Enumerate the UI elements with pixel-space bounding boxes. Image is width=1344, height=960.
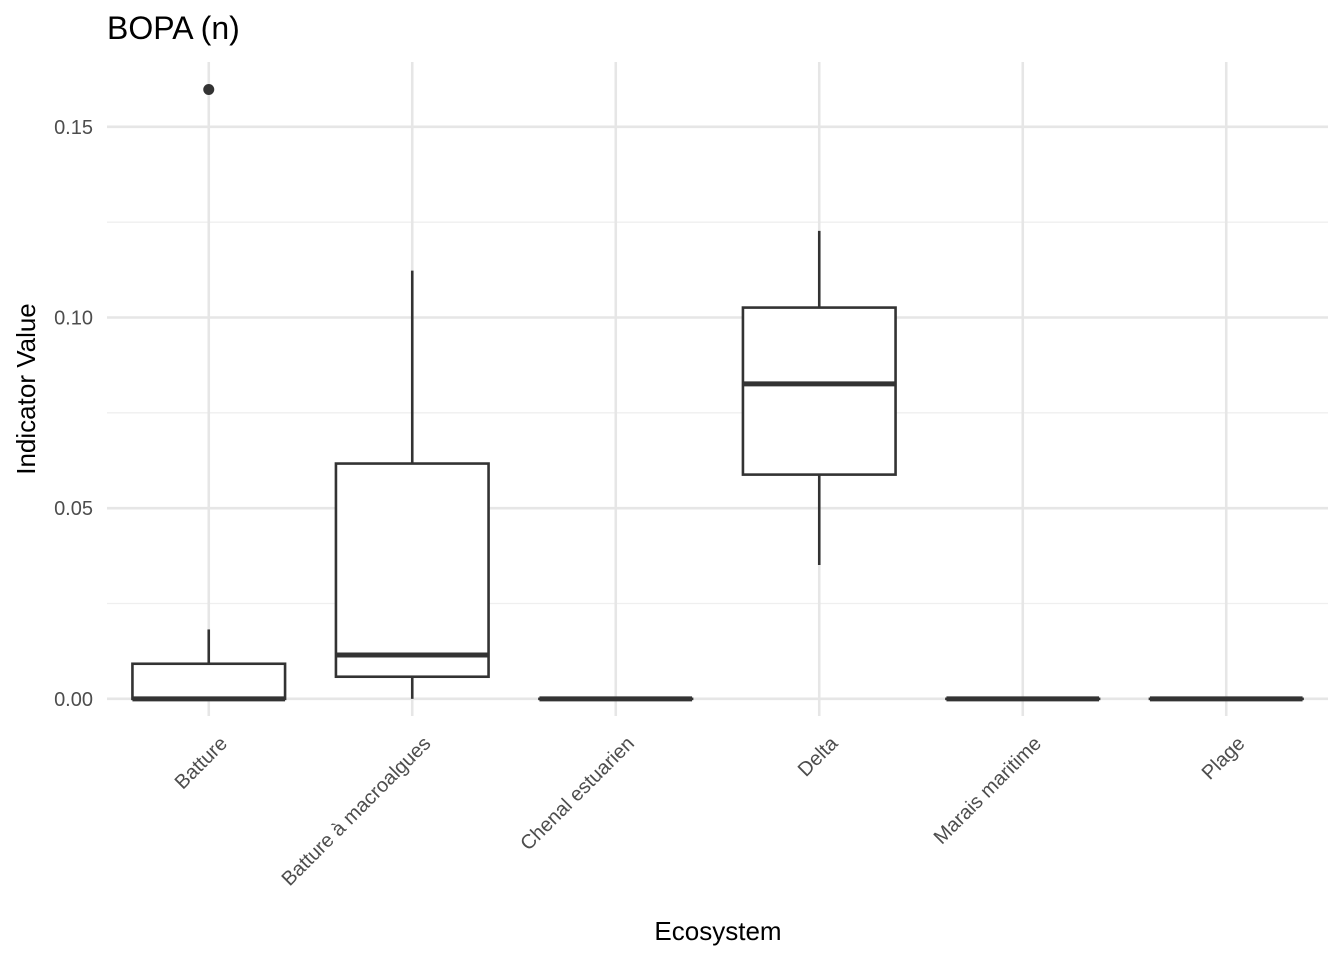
box-iqr — [131, 662, 287, 701]
box-iqr — [334, 462, 490, 679]
x-tick-label: Plage — [1198, 733, 1250, 785]
chart-title: BOPA (n) — [107, 10, 240, 46]
box-0 — [131, 83, 287, 702]
y-tick-label: 0.10 — [54, 307, 93, 329]
box-1 — [334, 270, 490, 699]
x-tick-label: Chenal estuarien — [516, 733, 638, 855]
x-axis-ticks: Batture Batture à macroalgues Chenal estua… — [171, 732, 1250, 890]
y-tick-label: 0.15 — [54, 117, 93, 139]
x-axis-title: Ecosystem — [654, 916, 781, 946]
y-tick-label: 0.05 — [54, 498, 93, 520]
y-axis-ticks: 0.00 0.05 0.10 0.15 — [54, 117, 93, 711]
x-tick-label: Batture — [171, 733, 232, 794]
x-tick-label: Delta — [794, 732, 843, 781]
x-tick-label: Batture à macroalgues — [278, 733, 436, 891]
box-3 — [741, 230, 897, 565]
boxes-layer — [131, 83, 1304, 702]
grid-layer — [107, 62, 1328, 716]
x-tick-label: Marais maritime — [930, 733, 1046, 849]
box-iqr — [741, 306, 897, 476]
y-axis-title: Indicator Value — [11, 303, 41, 475]
y-tick-label: 0.00 — [54, 689, 93, 711]
outlier-point — [203, 83, 215, 95]
